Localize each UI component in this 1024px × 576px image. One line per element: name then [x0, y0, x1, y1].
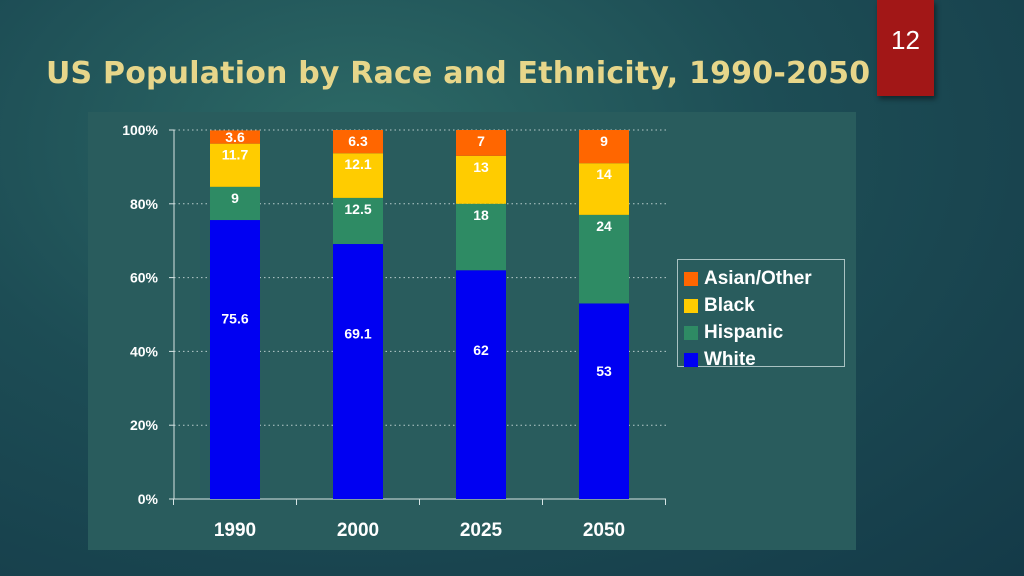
- bar-segment-black: [579, 163, 629, 215]
- data-label: 9: [600, 133, 608, 149]
- x-category-label: 2025: [460, 520, 503, 541]
- data-label: 75.6: [221, 310, 248, 326]
- bar-segment-hispanic: [579, 214, 629, 304]
- x-category-label: 2050: [583, 520, 625, 541]
- data-label: 12.1: [344, 156, 371, 172]
- page-number-badge: 12: [877, 0, 934, 96]
- legend-swatch: [684, 298, 698, 313]
- bar-segment-hispanic: [456, 203, 506, 271]
- legend-label: Asian/Other: [704, 267, 812, 289]
- bar-segment-asian-other: [456, 130, 506, 156]
- bar-segment-white: [456, 270, 506, 499]
- bar-segment-asian-other: [333, 130, 383, 154]
- axes: 0% 20% 40% 60% 80% 100% 1990 2000 2025 2050: [122, 122, 666, 541]
- data-label: 53: [596, 363, 612, 379]
- y-tick-label: 0%: [138, 491, 159, 507]
- data-label: 12.5: [344, 201, 371, 217]
- x-category-label: 2000: [337, 520, 379, 541]
- page-number: 12: [891, 25, 920, 55]
- bar-segment-black: [456, 155, 506, 204]
- data-label: 11.7: [222, 147, 249, 163]
- data-label: 24: [596, 218, 612, 234]
- legend-label: Black: [704, 294, 755, 316]
- legend-label: White: [704, 348, 756, 370]
- bar-segment-asian-other: [579, 130, 629, 164]
- legend-label: Hispanic: [704, 321, 784, 343]
- bar-segment-white: [333, 244, 383, 499]
- bar-segment-white: [210, 220, 260, 499]
- y-tick-label: 80%: [130, 196, 159, 212]
- legend-item: Asian/Other: [684, 265, 844, 292]
- data-label: 6.3: [348, 133, 368, 149]
- chart-legend: Asian/Other Black Hispanic White: [677, 259, 845, 370]
- bar-segment-white: [579, 303, 629, 499]
- data-label: 7: [477, 133, 485, 149]
- bar-segment-black: [333, 153, 383, 198]
- y-tick-label: 40%: [130, 343, 159, 359]
- data-label: 69.1: [344, 325, 371, 341]
- data-label: 9: [231, 190, 239, 206]
- legend-item: Hispanic: [684, 319, 844, 346]
- legend-item: Black: [684, 292, 844, 319]
- data-label: 3.6: [225, 129, 245, 145]
- bar-segment-hispanic: [210, 186, 260, 221]
- bars: [210, 130, 629, 499]
- slide-title: US Population by Race and Ethnicity, 199…: [46, 56, 871, 91]
- bar-segment-black: [210, 143, 260, 187]
- stacked-bar-chart: 0% 20% 40% 60% 80% 100% 1990 2000 2025 2050 75.6 9…: [122, 122, 666, 541]
- legend-swatch: [684, 271, 698, 286]
- y-tick-label: 60%: [130, 270, 159, 286]
- bar-segment-hispanic: [333, 197, 383, 245]
- data-label: 62: [473, 342, 489, 358]
- legend-swatch: [684, 325, 698, 340]
- data-label: 18: [473, 207, 489, 223]
- data-label: 13: [473, 159, 489, 175]
- legend-item: White: [684, 346, 844, 373]
- legend-swatch: [684, 352, 698, 367]
- x-category-label: 1990: [214, 520, 256, 541]
- data-label: 14: [596, 166, 612, 182]
- bar-segment-asian-other: [210, 130, 260, 144]
- y-tick-label: 100%: [122, 122, 158, 138]
- y-tick-label: 20%: [130, 417, 159, 433]
- data-labels: 75.6 9 11.7 3.6 69.1 12.5 12.1 6.3 62 18 13 7 53 24 14…: [221, 129, 612, 379]
